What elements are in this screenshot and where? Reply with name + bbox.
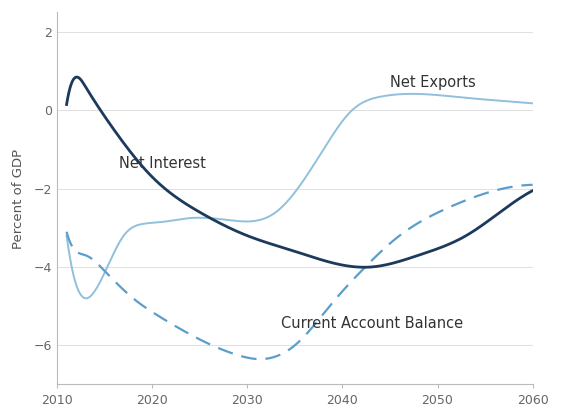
Text: Net Exports: Net Exports xyxy=(390,75,476,90)
Text: Net Interest: Net Interest xyxy=(119,156,206,171)
Y-axis label: Percent of GDP: Percent of GDP xyxy=(12,148,25,248)
Text: Current Account Balance: Current Account Balance xyxy=(280,316,463,331)
